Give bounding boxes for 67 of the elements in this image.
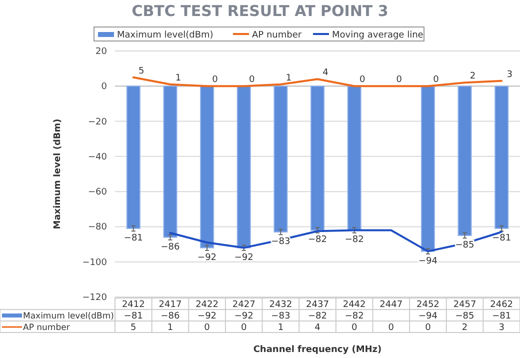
data-label: 0 xyxy=(388,323,394,333)
y-tick-label: −60 xyxy=(88,188,108,198)
legend-label: Maximum level(dBm) xyxy=(117,30,214,40)
text: −82 xyxy=(344,235,364,246)
text: −86 xyxy=(160,242,180,252)
x-tick-label: 2452 xyxy=(416,300,440,310)
data-label: 0 xyxy=(204,323,210,333)
data-label: 0 xyxy=(351,323,358,333)
data-label: −94 xyxy=(418,312,438,322)
y-tick-label: −80 xyxy=(88,222,108,233)
x-tick-label: 2422 xyxy=(196,300,218,310)
data-label: 3 xyxy=(498,323,504,333)
x-tick-label: 2447 xyxy=(380,300,403,310)
x-tick-label: 2437 xyxy=(306,300,329,310)
text: 5 xyxy=(138,66,144,76)
x-axis-title: Channel frequency (MHz) xyxy=(253,345,382,355)
text: −81 xyxy=(492,233,512,244)
text: 2 xyxy=(470,72,476,82)
x-tick-label: 2462 xyxy=(490,300,514,310)
text: 1 xyxy=(286,73,292,84)
legend-label: AP number xyxy=(252,30,302,40)
text: 3 xyxy=(506,70,512,80)
y-tick-label: −120 xyxy=(82,293,108,303)
data-label: −83 xyxy=(271,312,290,322)
data-label: 1 xyxy=(278,323,284,333)
legend-label: Moving average line xyxy=(332,30,424,40)
text: −92 xyxy=(198,252,217,263)
text: AP number xyxy=(23,323,70,333)
data-label: −92 xyxy=(234,312,254,322)
text: 0 xyxy=(433,75,439,86)
y-tick-label: −40 xyxy=(88,152,108,162)
text: 0 xyxy=(248,75,255,86)
x-tick-label: 2417 xyxy=(158,300,182,310)
text: −81 xyxy=(124,233,143,244)
text: 1 xyxy=(175,73,182,84)
data-label: 5 xyxy=(130,323,136,333)
data-label: −85 xyxy=(455,312,474,322)
data-label: −92 xyxy=(198,312,217,322)
text: −92 xyxy=(234,252,254,263)
y-tick-label: 20 xyxy=(96,47,108,57)
text: −82 xyxy=(308,235,327,246)
x-tick-label: 2442 xyxy=(342,300,366,310)
data-label: 0 xyxy=(425,323,432,333)
text: 0 xyxy=(396,75,402,86)
x-tick-label: 2457 xyxy=(453,300,476,310)
y-tick-label: −20 xyxy=(88,117,108,128)
x-tick-label: 2432 xyxy=(269,300,292,310)
x-tick-label: 2427 xyxy=(232,300,256,310)
y-tick-label: 0 xyxy=(101,82,108,92)
data-label: 1 xyxy=(167,323,174,333)
data-label: −86 xyxy=(160,312,180,322)
data-label: −82 xyxy=(308,312,327,322)
data-label: 4 xyxy=(314,323,321,333)
data-label: 2 xyxy=(462,323,468,333)
text: Maximum level(dBm) xyxy=(23,312,114,322)
y-tick-label: −100 xyxy=(82,258,108,268)
text: 0 xyxy=(212,75,218,86)
y-axis-title: Maximum level (dBm) xyxy=(53,118,63,230)
x-tick-label: 2412 xyxy=(122,300,145,310)
chart-title: CBTC TEST RESULT AT POINT 3 xyxy=(132,2,388,20)
data-label: −81 xyxy=(124,312,143,322)
data-label: −81 xyxy=(492,312,512,322)
text: −94 xyxy=(418,256,438,266)
data-label: −82 xyxy=(344,312,364,322)
data-label: 0 xyxy=(240,323,247,333)
text: 0 xyxy=(359,75,366,86)
text: 4 xyxy=(322,68,328,78)
